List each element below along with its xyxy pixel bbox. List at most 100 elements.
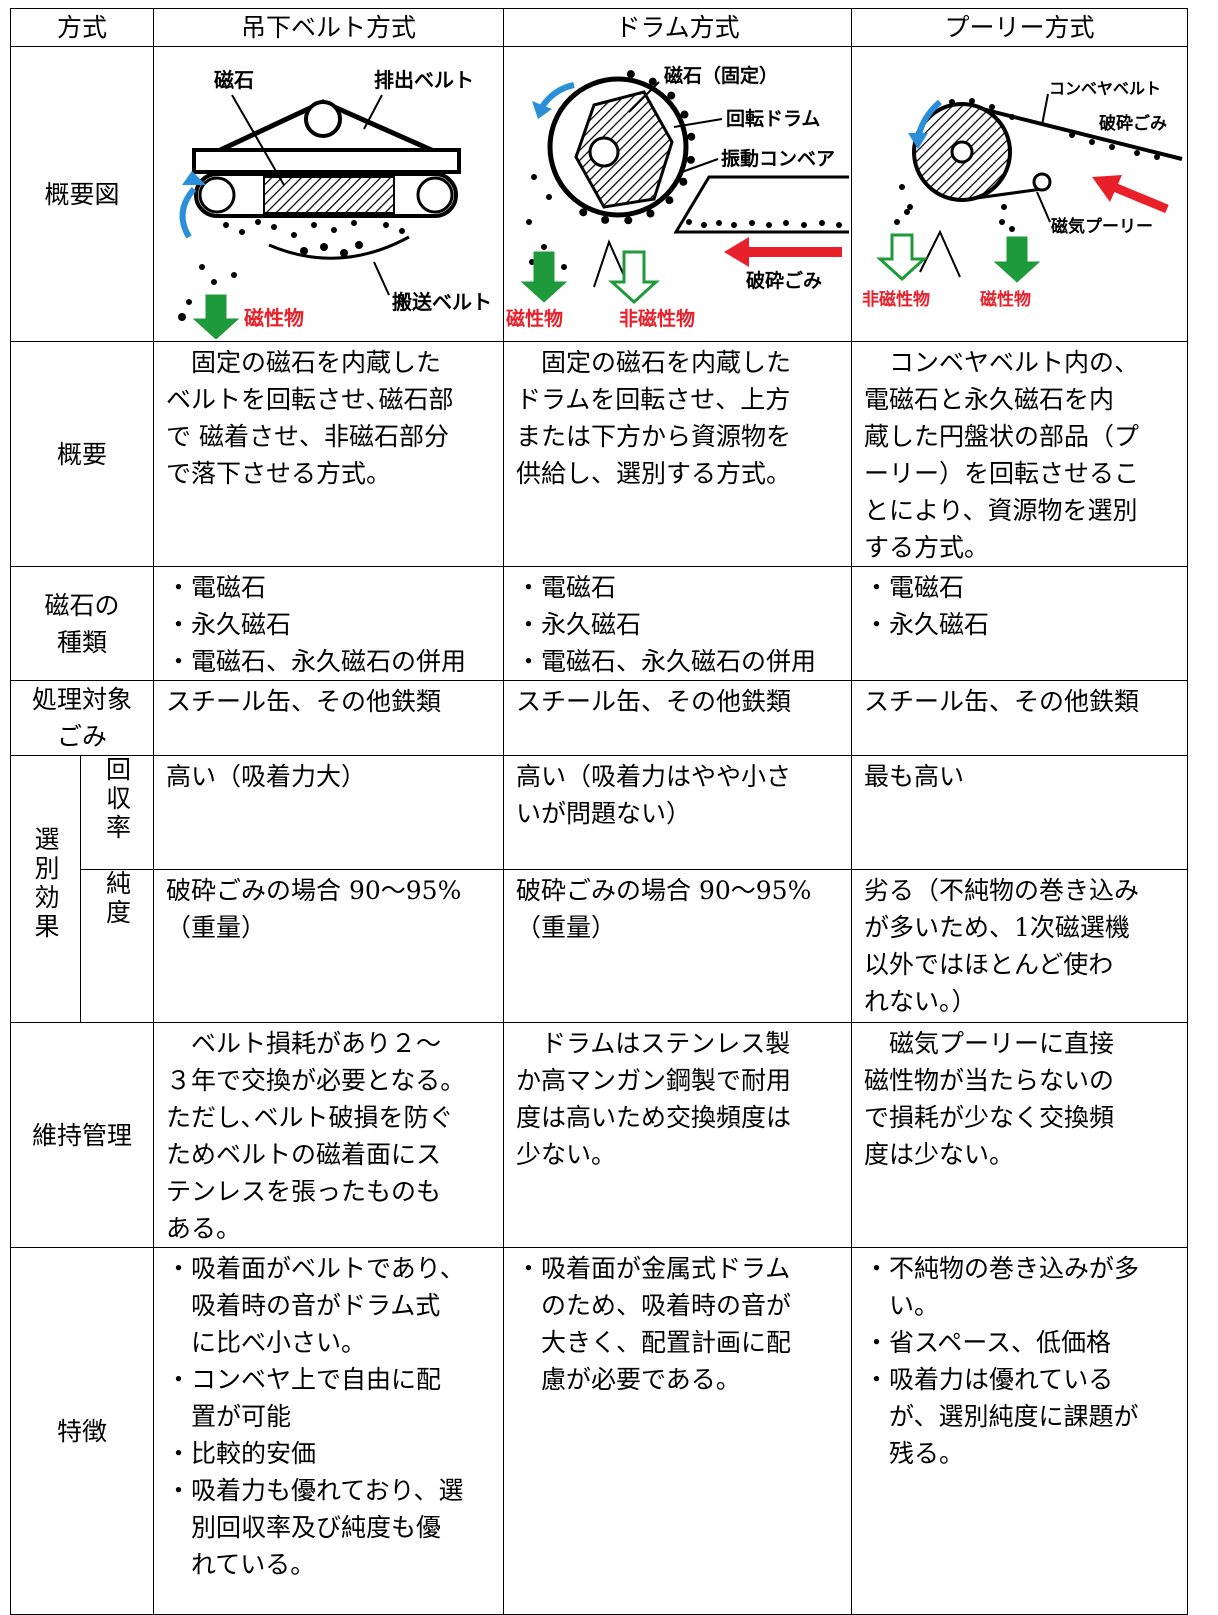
table-row: 概要 固定の磁石を内蔵した ベルトを回転させ､磁石部で 磁着させ、非磁石部分 で落下さ…	[9, 341, 1189, 567]
diagram-shape	[919, 229, 961, 278]
table-row: 特徴 ・吸着面がベルトであり、 吸着時の音がドラム式 に比べ小さい。・コンベヤ上で自由…	[9, 1247, 1189, 1615]
text-line: が多いため、1次磁選機	[864, 913, 1130, 942]
text-line: 以外ではほとんど使わ	[864, 950, 1114, 979]
content-cell: 高い（吸着力大）	[153, 755, 505, 870]
diagram-shape	[186, 299, 193, 305]
diagram-shape	[646, 209, 655, 218]
text-line: ただし､ベルト破損を防ぐ	[166, 1103, 454, 1132]
content-cell: 高い（吸着力はやや小さ いが問題ない）	[503, 755, 853, 870]
diagram-shape	[178, 313, 187, 321]
bullet-item: ・吸着力も優れており、選 別回収率及び純度も優 れている。	[166, 1472, 497, 1583]
label-line: 特徴	[57, 1416, 108, 1446]
diagram-shape	[532, 101, 553, 119]
row-label: 処理対象 ごみ	[9, 680, 155, 756]
text-line: 大きく、配置計画に配	[541, 1328, 792, 1357]
diagram-shape	[271, 224, 278, 230]
content-cell: ・吸着面が金属式ドラム のため、吸着時の音が 大きく、配置計画に配 慮が必要である。	[503, 1247, 853, 1615]
header-cell: ドラム方式	[503, 8, 853, 47]
label-line: 処理対象	[32, 685, 133, 714]
diagram-shape	[579, 208, 588, 217]
bullet-item: ・吸着面が金属式ドラム のため、吸着時の音が 大きく、配置計画に配 慮が必要である。	[516, 1250, 845, 1398]
diagram-shape	[192, 294, 240, 339]
text-line: で 磁着させ、非磁石部分	[166, 422, 449, 451]
diagram-shape	[624, 216, 633, 225]
sub-label: 純度	[102, 870, 132, 929]
diagram-shape	[351, 220, 358, 226]
diagram-shape	[179, 187, 197, 239]
diagram-label: 破砕ごみ	[746, 269, 822, 292]
row-label: 概要図	[9, 46, 155, 342]
diagram-shape	[628, 81, 660, 113]
text-line: 供給し、選別する方式。	[516, 459, 792, 488]
group-label: 選別効果	[31, 826, 60, 942]
diagram-shape	[894, 219, 901, 225]
diagram-shape	[300, 247, 309, 255]
diagram-shape	[908, 133, 929, 149]
diagram-label: 回転ドラム	[726, 108, 820, 130]
content-cell: コンベヤベルト内の、 電磁石と永久磁石を内 蔵した円盤状の部品（プ ーリー）を回転させ…	[851, 341, 1189, 567]
diagram-shape	[1109, 144, 1116, 150]
text-line: で損耗が少なく交換頻	[864, 1103, 1115, 1132]
text-line: ためベルトの磁着面にス	[166, 1140, 442, 1169]
header-cell: 方式	[9, 8, 155, 47]
diagram-shape	[701, 222, 708, 228]
text-line: 劣る（不純物の巻き込み	[864, 876, 1140, 905]
text-line: 磁気プーリーに直接	[889, 1029, 1115, 1058]
diagram-shape	[320, 243, 329, 251]
diagram-shape	[588, 136, 620, 168]
diagram-shape	[989, 104, 996, 110]
row-label: 選別効果	[10, 755, 81, 1023]
diagram-shape	[950, 140, 974, 164]
text-line: で落下させる方式。	[166, 459, 392, 488]
diagram-cell: 磁石（固定） 回転ドラム 振動コンベア 破砕ごみ 磁性物 非磁性物	[503, 46, 853, 342]
content-cell: 破砕ごみの場合 90～95% （重量）	[503, 869, 853, 1023]
header-cell: プーリー方式	[851, 8, 1189, 47]
diagram-shape	[416, 176, 454, 214]
text-line: ・永久磁石	[516, 610, 642, 639]
diagram-shape	[1092, 175, 1123, 202]
text-line: 磁性物が当たらないの	[864, 1066, 1115, 1095]
content-cell: スチール缶、その他鉄類	[153, 680, 505, 756]
diagram-label: 磁石（固定）	[664, 64, 778, 87]
diagram-shape	[255, 219, 262, 225]
table-row: 維持管理 ベルト損耗があり２～ ３年で交換が必要となる。 ただし､ベルト破損を防ぐ ため…	[9, 1022, 1189, 1248]
text-line: （重量）	[516, 913, 617, 942]
diagram-shape	[526, 219, 533, 225]
bullet-item: ・省スペース、低価格	[864, 1324, 1181, 1361]
text-line: ・吸着力は優れている	[864, 1365, 1114, 1394]
diagram-label: 非磁性物	[862, 289, 930, 310]
diagram-label: 搬送ベルト	[392, 290, 492, 314]
text-line: 最も高い	[864, 762, 965, 791]
text-line: ・電磁石、永久磁石の併用	[166, 647, 467, 676]
table-row: 選別効果 回収率 高い（吸着力大） 高い（吸着力はやや小さ いが問題ない） 最も高い	[10, 755, 1189, 1023]
diagram-shape	[686, 155, 695, 164]
text-line: コンベヤベルト内の、	[889, 348, 1140, 377]
diagram-shape	[731, 222, 738, 228]
diagram-shape	[1009, 226, 1016, 232]
bullet-item: ・吸着面がベルトであり、 吸着時の音がドラム式 に比べ小さい。	[166, 1250, 497, 1361]
text-line: ・コンベヤ上で自由に配	[166, 1365, 442, 1394]
content-cell: 最も高い	[851, 755, 1189, 870]
text-line: ・吸着面が金属式ドラム	[516, 1254, 791, 1283]
text-line: いが問題ない）	[516, 799, 692, 828]
diagram-shape	[539, 82, 575, 109]
diagram-shape	[304, 100, 343, 138]
text-line: ・永久磁石	[864, 610, 990, 639]
diagram-shape	[601, 215, 610, 224]
diagram-shape	[993, 236, 1041, 283]
text-line: テンレスを張ったものも	[166, 1177, 442, 1206]
diagram-shape	[561, 264, 568, 270]
diagram-shape	[198, 176, 236, 214]
diagram-shape	[399, 228, 406, 234]
diagram-shape	[373, 261, 390, 296]
diagram-shape	[680, 110, 689, 119]
diagram-shape	[231, 94, 285, 186]
diagram-shape	[1154, 154, 1161, 160]
diagram-shape	[531, 174, 538, 180]
content-cell: ドラムはステンレス製 か高マンガン鋼製で耐用 度は高いため交換頻度は 少ない。	[503, 1022, 853, 1248]
table-row: 処理対象 ごみ スチール缶、その他鉄類 スチール缶、その他鉄類 スチール缶、その他鉄類	[9, 680, 1189, 756]
diagram-shape	[904, 209, 911, 215]
diagram-shape	[541, 244, 548, 250]
diagram-shape	[876, 233, 928, 282]
